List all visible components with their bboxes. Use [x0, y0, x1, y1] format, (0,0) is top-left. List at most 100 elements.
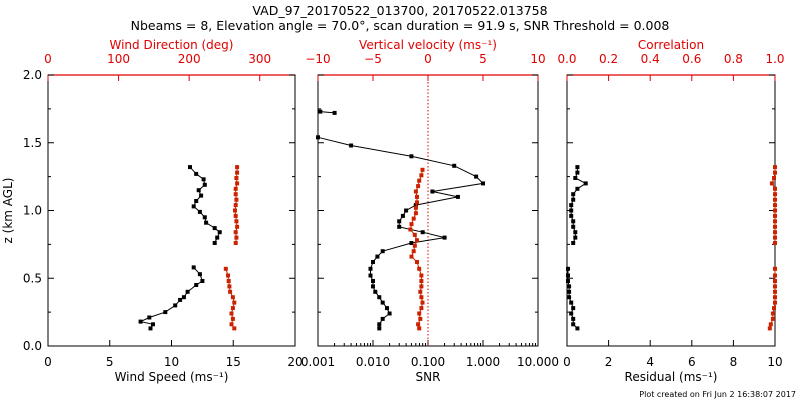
middle-series-1-point: [409, 254, 414, 259]
middle-series-1-point: [417, 326, 422, 331]
middle-top-axis-label: Vertical velocity (ms⁻¹): [359, 38, 497, 52]
middle-series-0-point: [387, 311, 392, 316]
left-series-1-point: [232, 300, 237, 305]
middle-series-0-point: [377, 295, 382, 300]
left-top-tick-label: 0: [44, 52, 52, 66]
right-series-1-point: [773, 235, 777, 240]
middle-series-1-point: [419, 306, 424, 311]
left-series-0-point: [202, 182, 207, 187]
right-series-0-point: [575, 165, 580, 170]
right-series-1-point: [773, 186, 777, 191]
right-series-0-point: [571, 219, 576, 224]
right-series-0-point: [573, 230, 578, 235]
left-bottom-tick-label: 5: [106, 355, 114, 369]
left-series-1-point: [233, 213, 238, 218]
left-series-1-point: [226, 279, 231, 283]
middle-series-1-point: [412, 232, 417, 237]
right-series-1-point: [773, 224, 777, 229]
middle-bottom-tick-label: 0.001: [301, 355, 335, 369]
middle-top-tick-label: −10: [305, 52, 330, 66]
middle-series-1-point: [411, 249, 416, 254]
right-series-0-point: [567, 295, 572, 300]
right-series-0-point: [569, 300, 574, 305]
left-series-0-point: [191, 204, 196, 209]
left-series-0-point: [217, 230, 222, 235]
left-bottom-axis-label: Wind Speed (ms⁻¹): [115, 370, 229, 384]
right-series-1-point: [773, 208, 777, 213]
middle-series-0-point: [474, 174, 479, 179]
right-bottom-tick-label: 4: [646, 355, 654, 369]
left-series-1-point: [226, 273, 230, 278]
left-series-1-point: [227, 284, 232, 289]
middle-series-1-point: [416, 322, 421, 327]
left-top-tick-label: 300: [248, 52, 271, 66]
middle-series-0-point: [455, 194, 460, 199]
right-series-0-point: [571, 241, 576, 245]
right-series-0-point: [571, 224, 576, 229]
middle-series-0-point: [404, 208, 409, 213]
left-series-1-point: [233, 192, 238, 197]
right-series-0-point: [583, 181, 588, 186]
left-bottom-tick-label: 0: [44, 355, 52, 369]
right-series-0-point: [573, 176, 578, 180]
middle-series-1-point: [416, 184, 421, 189]
left-series-0-point: [212, 226, 217, 231]
right-series-1-point: [773, 289, 777, 294]
middle-series-1-point: [413, 205, 418, 210]
left-series-0-point: [148, 326, 153, 331]
left-series-0-point: [202, 215, 207, 220]
right-series-0-point: [569, 203, 574, 208]
left-series-1-point: [235, 170, 240, 175]
left-panel: 0 5 10 15 20 Wind Speed (ms⁻¹) 0 100 200 300 Wind …: [1, 38, 303, 384]
middle-series-1-point: [415, 260, 419, 264]
left-series-0-point: [201, 177, 206, 182]
right-series-1-point: [773, 300, 777, 305]
middle-series-0-point: [481, 181, 485, 186]
figure-title: VAD_97_20170522_013700, 20170522.013758: [252, 3, 547, 18]
left-series-0-point: [194, 283, 199, 287]
left-series-0-point: [181, 295, 186, 300]
y-axis-label: z (km AGL): [1, 178, 15, 244]
middle-top-tick-label: 5: [479, 52, 487, 66]
right-series-1-point: [773, 241, 777, 245]
middle-series-0-line: [320, 111, 335, 114]
right-series-1-point: [773, 213, 777, 218]
middle-bottom-tick-label: 10.000: [517, 355, 559, 369]
right-series-1-point: [770, 316, 775, 321]
left-series-0-point: [188, 165, 192, 170]
left-y-tick-label: 1.5: [23, 136, 42, 150]
middle-series-0-point: [380, 316, 385, 321]
middle-series-1-point: [413, 189, 418, 194]
left-series-1-point: [235, 181, 240, 186]
left-series-0-point: [151, 322, 155, 327]
middle-top-tick-label: −5: [364, 52, 382, 66]
left-series-0-point: [194, 171, 199, 176]
left-series-1-point: [228, 289, 233, 294]
right-series-0-point: [575, 326, 580, 331]
left-bottom-tick-label: 20: [287, 355, 302, 369]
middle-series-1-point: [419, 284, 424, 289]
left-series-0-point: [196, 188, 201, 193]
right-bottom-tick-label: 0: [563, 355, 571, 369]
middle-series-1-point: [417, 311, 422, 316]
left-top-tick-label: 200: [178, 52, 201, 66]
right-series-1-point: [773, 284, 777, 289]
right-series-0-point: [567, 284, 572, 289]
left-series-0-point: [200, 279, 205, 283]
left-series-1-point: [233, 230, 238, 235]
right-top-tick-label: 0.8: [724, 52, 743, 66]
right-top-tick-label: 0.0: [557, 52, 576, 66]
right-series-0-point: [575, 186, 580, 191]
middle-series-1-point: [408, 227, 413, 232]
left-bottom-tick-label: 15: [226, 355, 241, 369]
right-series-1-point: [773, 165, 777, 170]
middle-series-0-point: [368, 273, 373, 278]
right-plot-frame: [566, 74, 776, 347]
right-series-1-point: [772, 176, 776, 180]
right-series-1-point: [773, 266, 777, 271]
middle-series-0-point: [368, 266, 373, 271]
left-series-1-point: [233, 241, 238, 245]
middle-series-1-point: [418, 316, 423, 321]
middle-top-tick-label: 10: [530, 52, 545, 66]
right-top-tick-label: 0.6: [682, 52, 701, 66]
